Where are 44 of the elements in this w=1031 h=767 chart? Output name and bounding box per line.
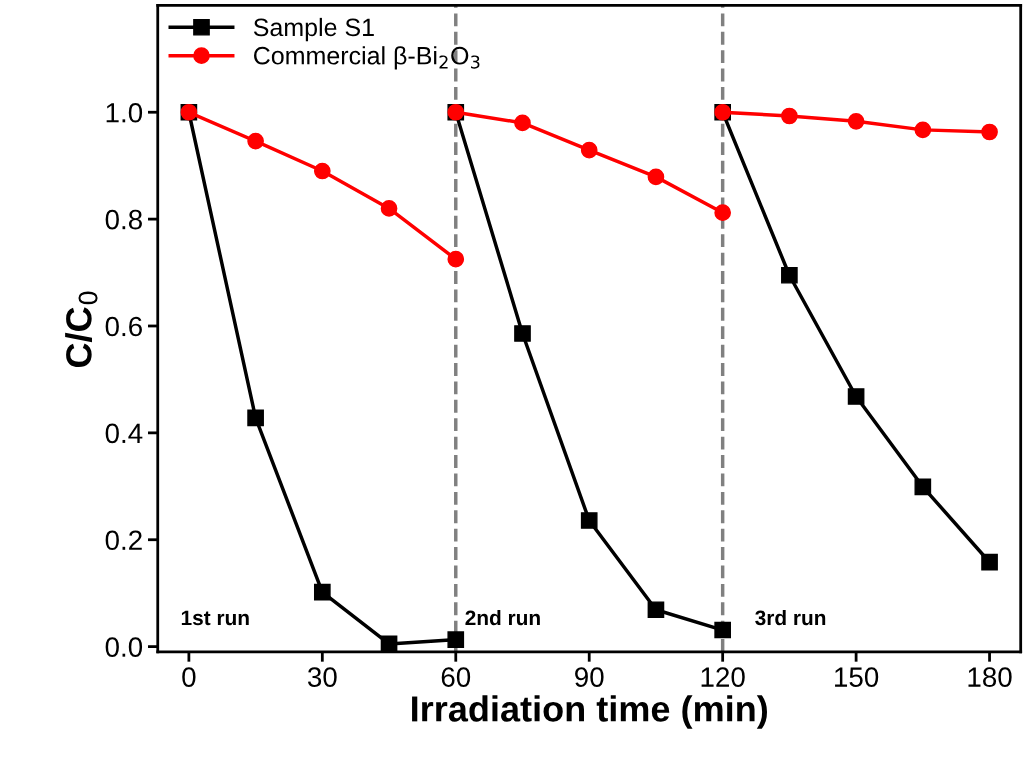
x-tick-label: 120 [701,667,745,687]
point [380,200,398,217]
annotation: 2nd run [465,609,540,626]
legend-label: Commercial β-Bi$_{2}$O$_{3}$ [254,46,480,70]
point [313,583,331,601]
point [914,478,932,496]
y-tick-label: 0.6 [105,316,142,337]
x-tick-label: 60 [441,667,471,687]
x-tick-label: 90 [575,667,604,687]
point [514,325,531,342]
point [380,635,398,652]
point [781,107,798,125]
point [981,553,998,571]
point [781,266,798,284]
point [914,121,932,139]
x-tick-label: 180 [968,667,1012,687]
point [580,512,598,529]
legend-label: Sample S1 [253,17,374,42]
point [647,601,665,619]
point [447,250,465,268]
point [247,409,264,427]
point [514,114,531,132]
point [847,112,865,130]
y-tick-label: 1.0 [106,102,143,123]
y-axis-title: C/C$_{0}$ [65,291,98,368]
y-tick-label: 0.8 [105,209,142,230]
point [981,123,998,141]
annotation: 3rd run [755,609,826,626]
x-axis-title: Irradiation time (min) [412,695,767,729]
point [447,631,465,648]
x-tick-label: 0 [182,667,196,687]
y-tick-label: 0.2 [105,530,142,551]
point [714,621,731,639]
x-tick-label: 30 [307,667,337,687]
y-tick-label: 0.4 [105,423,143,444]
x-tick-label: 150 [835,667,879,687]
point [247,132,264,150]
point [847,388,865,405]
point [580,141,598,159]
y-tick-label: 0.0 [105,637,143,657]
point [647,168,665,186]
point [313,162,331,180]
point [714,204,731,222]
annotation: 1st run [181,610,249,626]
